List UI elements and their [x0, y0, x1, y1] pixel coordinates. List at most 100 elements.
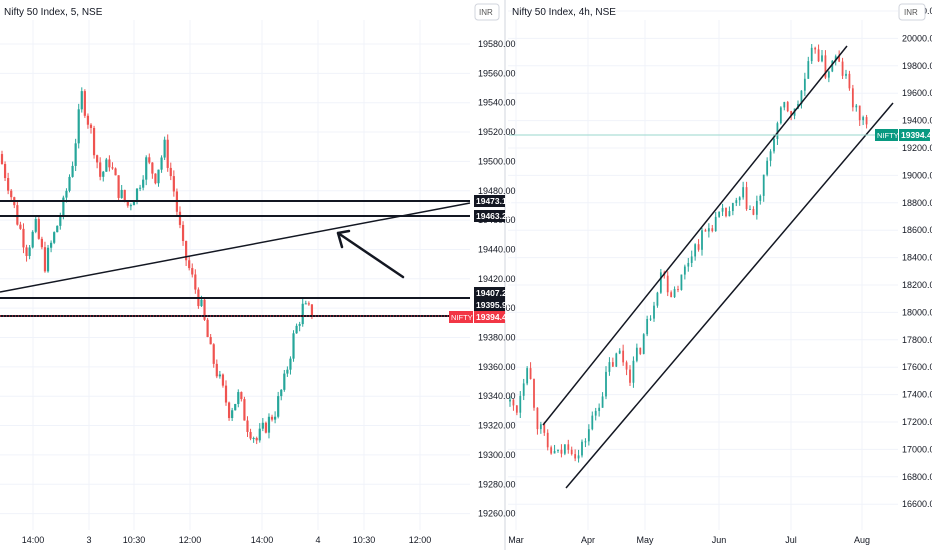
right-candle [526, 368, 529, 384]
left-y-tick-label: 19360.00 [478, 362, 516, 372]
left-x-axis[interactable]: 14:00 3 10:30 12:00 14:00 4 10:30 12:00 [22, 535, 432, 545]
right-candle [635, 347, 638, 361]
right-candle [533, 379, 535, 408]
right-candle [779, 107, 782, 124]
right-candle [773, 138, 775, 152]
right-candle [509, 399, 511, 402]
left-candle [77, 109, 80, 144]
right-candle [666, 275, 669, 293]
right-candle [567, 444, 570, 450]
right-candle [539, 424, 542, 430]
left-candle [185, 241, 188, 261]
right-x-tick-label: Jun [712, 535, 727, 545]
right-candle [728, 211, 731, 217]
channel-upper-line [542, 45, 848, 426]
level-label-19473: 19473.15 [474, 195, 512, 207]
left-x-tick-label: 12:00 [179, 535, 202, 545]
right-candle [827, 71, 830, 78]
right-y-tick-label: 19200.00 [902, 143, 932, 153]
right-y-tick-label: 20000.00 [902, 33, 932, 43]
right-candle [642, 334, 645, 354]
trendline [0, 202, 471, 293]
left-candle [126, 200, 129, 206]
right-candle [529, 368, 532, 380]
left-candle [96, 155, 99, 163]
right-candle [855, 105, 858, 108]
right-candle [625, 362, 628, 370]
right-candle [821, 55, 823, 62]
left-y-tick-label: 19340.00 [478, 391, 516, 401]
left-candle [307, 303, 310, 305]
left-candle [19, 224, 22, 229]
right-candle [718, 211, 721, 217]
left-y-axis[interactable]: 19580.00 19560.00 19540.00 19520.00 19500.00… [478, 39, 516, 519]
right-candle [752, 208, 755, 215]
level-label-19463: 19463.20 [474, 210, 512, 222]
left-candle [227, 402, 231, 419]
right-candle [755, 200, 758, 215]
left-candle [301, 303, 304, 325]
right-candle [584, 441, 587, 443]
right-candle [810, 47, 813, 62]
right-candle [704, 230, 707, 232]
right-candle [800, 90, 803, 105]
left-candle [289, 358, 292, 370]
right-candle [587, 429, 590, 442]
right-price-symbol: NIFTY [877, 131, 899, 140]
left-candle [86, 115, 90, 125]
left-price-value: 19394.45 [476, 312, 512, 322]
right-y-tick-label: 16600.00 [902, 499, 932, 509]
right-candle [601, 396, 604, 408]
left-candle [246, 420, 249, 432]
left-candle [163, 139, 166, 158]
left-candle [172, 176, 175, 192]
right-candle [605, 371, 607, 397]
left-candle [53, 232, 56, 243]
left-candle [59, 216, 62, 226]
right-candle [611, 362, 614, 367]
left-candle [25, 247, 28, 256]
right-candle [749, 208, 751, 210]
right-candle [845, 73, 847, 76]
left-candle [264, 422, 268, 433]
right-candle [581, 441, 583, 456]
left-candle [89, 124, 93, 128]
right-candle [694, 244, 697, 257]
right-candle [591, 415, 594, 430]
right-y-tick-label: 19000.00 [902, 170, 932, 180]
left-candle [286, 369, 289, 374]
right-candle [786, 102, 789, 112]
right-candle [745, 187, 748, 210]
right-x-axis[interactable]: Mar Apr May Jun Jul Aug [508, 535, 870, 545]
left-candle [203, 299, 206, 320]
right-y-tick-label: 18000.00 [902, 307, 932, 317]
right-candle [834, 56, 837, 61]
left-y-tick-label: 19520.00 [478, 127, 516, 137]
right-candle [738, 197, 741, 201]
right-y-tick-label: 18200.00 [902, 280, 932, 290]
left-chart-title: Nifty 50 Index, 5, NSE [4, 7, 103, 18]
level-label-19407-text: 19407.25 [476, 288, 512, 298]
right-candle [608, 362, 611, 372]
right-currency-button[interactable]: INR [898, 3, 926, 21]
right-candle [550, 447, 553, 454]
left-candle [160, 157, 163, 170]
right-candle [546, 432, 549, 448]
left-currency-button[interactable]: INR [474, 3, 500, 21]
left-price-symbol: NIFTY [451, 313, 473, 322]
left-candle [237, 392, 240, 405]
left-y-tick-label: 19580.00 [478, 39, 516, 49]
right-candle [653, 305, 655, 319]
right-candle [622, 350, 625, 363]
right-candle [639, 347, 642, 354]
left-candle [80, 91, 83, 110]
left-candle [22, 228, 25, 248]
left-candle [40, 238, 43, 248]
left-candle [270, 416, 274, 420]
right-candle [673, 289, 676, 298]
left-candle [295, 325, 298, 334]
left-candle [49, 242, 53, 248]
left-candle [261, 422, 264, 429]
left-candle [166, 139, 169, 168]
right-candle [543, 424, 546, 433]
